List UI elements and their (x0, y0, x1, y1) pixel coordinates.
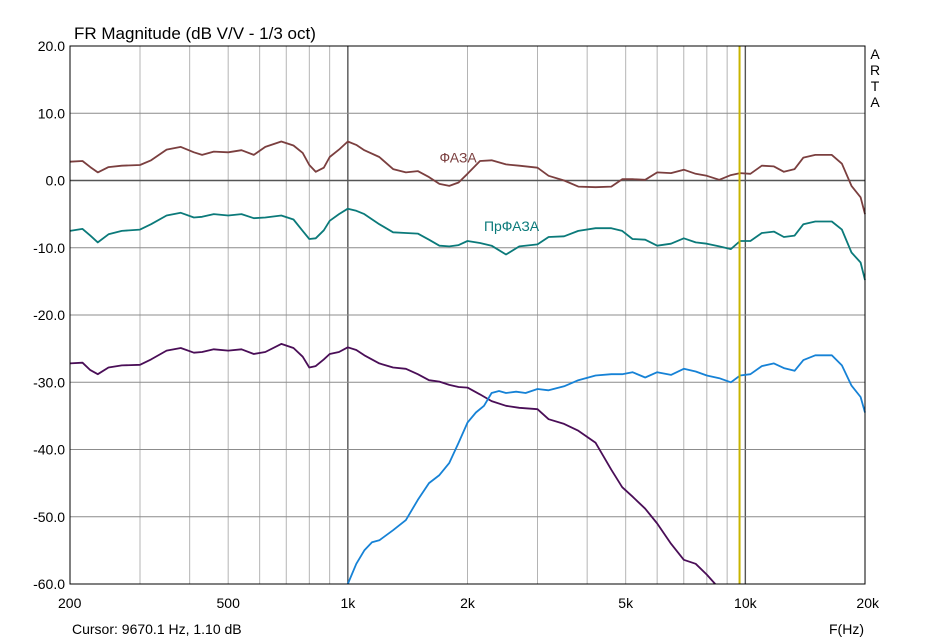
brand-letter: T (871, 78, 880, 94)
brand-letter: A (870, 94, 880, 110)
cursor-readout: Cursor: 9670.1 Hz, 1.10 dB (72, 621, 242, 637)
y-tick-label: 0.0 (46, 173, 66, 189)
x-tick-label: 10k (734, 595, 758, 611)
x-axis-label: F(Hz) (829, 621, 864, 637)
series-line-3 (69, 343, 716, 585)
series-label-1: ФАЗА (439, 149, 477, 165)
brand-letter: A (870, 46, 880, 62)
x-tick-label: 1k (340, 595, 356, 611)
series-line-2 (69, 207, 866, 281)
y-tick-label: -50.0 (33, 509, 65, 525)
y-tick-label: -10.0 (33, 240, 65, 256)
series-label-2: ПрФАЗА (484, 218, 540, 234)
x-tick-labels: 200 500 1k 2k 5k 10k 20k (58, 595, 880, 611)
x-tick-label: 2k (460, 595, 476, 611)
x-tick-label: 20k (856, 595, 880, 611)
series-line-4 (346, 354, 866, 585)
y-tick-label: 20.0 (38, 38, 65, 54)
x-tick-label: 500 (217, 595, 241, 611)
y-tick-label: -40.0 (33, 442, 65, 458)
y-tick-label: -20.0 (33, 307, 65, 323)
series-labels: ФАЗА ПрФАЗА (439, 149, 539, 234)
y-tick-label: 10.0 (38, 105, 65, 121)
y-tick-label: -30.0 (33, 374, 65, 390)
y-tick-label: -60.0 (33, 576, 65, 592)
plot-frame (69, 45, 866, 585)
chart-title: FR Magnitude (dB V/V - 1/3 oct) (74, 24, 316, 43)
series-layer (69, 140, 866, 585)
x-tick-label: 5k (618, 595, 634, 611)
x-tick-label: 200 (58, 595, 82, 611)
grid (70, 45, 865, 585)
brand-letter: R (870, 62, 880, 78)
series-line-1 (69, 140, 866, 215)
y-tick-labels: 20.0 10.0 0.0 -10.0 -20.0 -30.0 -40.0 -50.0 -60.… (33, 38, 65, 592)
